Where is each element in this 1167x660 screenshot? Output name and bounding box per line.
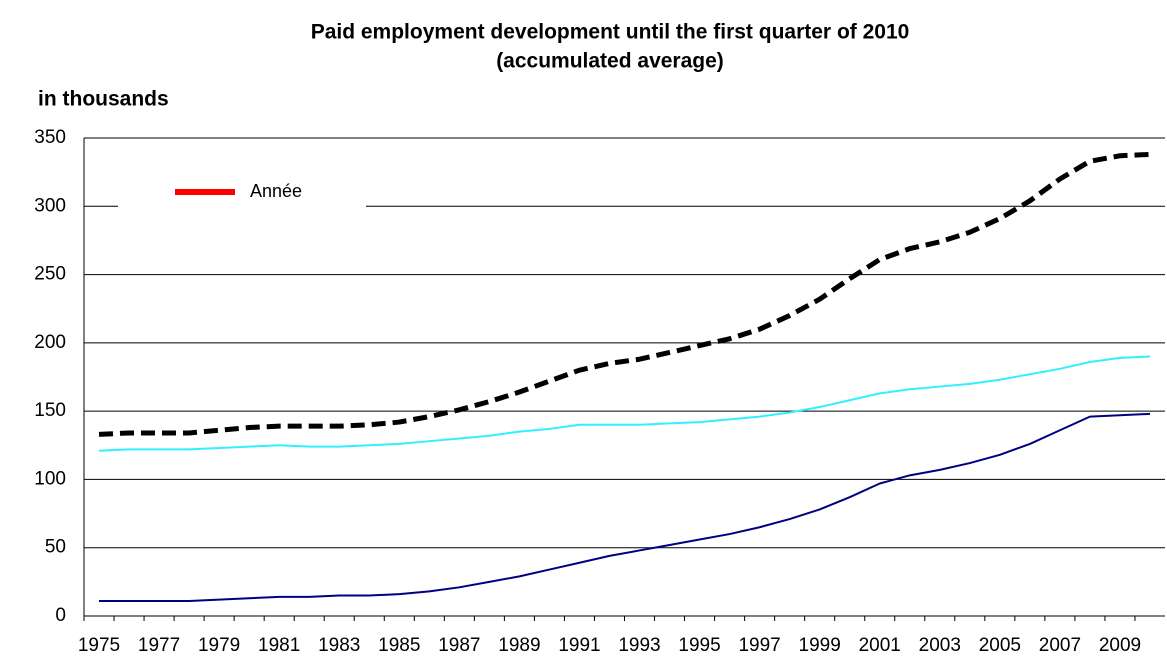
x-tick-label: 1995 [678,635,720,656]
x-tick-label: 2007 [1039,635,1081,656]
legend-box [118,172,366,212]
x-tick-label: 2009 [1099,635,1141,656]
x-tick-label: 1979 [198,635,240,656]
x-tick-label: 1981 [258,635,300,656]
x-tick-label: 1983 [318,635,360,656]
x-tick-label: 2003 [919,635,961,656]
y-axis-label: in thousands [38,88,169,111]
y-tick-label: 0 [55,605,66,626]
line-series [99,412,1151,602]
y-tick-label: 150 [34,400,66,421]
y-tick-label: 100 [34,468,66,489]
x-tick-label: 1993 [618,635,660,656]
x-tick-label: 1989 [498,635,540,656]
y-tick-label: 250 [34,264,66,285]
y-tick-label: 200 [34,332,66,353]
line-series [98,151,1151,437]
y-tick-label: 300 [34,195,66,216]
x-tick-label: 1977 [138,635,180,656]
line-series [98,355,1151,452]
y-tick-label: 50 [45,537,66,558]
y-tick-label: 350 [34,127,66,148]
x-tick-label: 1985 [378,635,420,656]
x-tick-label: 1991 [558,635,600,656]
x-tick-label: 1975 [78,635,120,656]
chart-title: Paid employment development until the fi… [311,21,910,44]
x-tick-label: 1999 [799,635,841,656]
chart-subtitle: (accumulated average) [496,50,724,73]
x-tick-label: 2001 [859,635,901,656]
legend-label: Année [250,181,302,201]
x-tick-label: 2005 [979,635,1021,656]
x-tick-label: 1997 [738,635,780,656]
x-tick-label: 1987 [438,635,480,656]
